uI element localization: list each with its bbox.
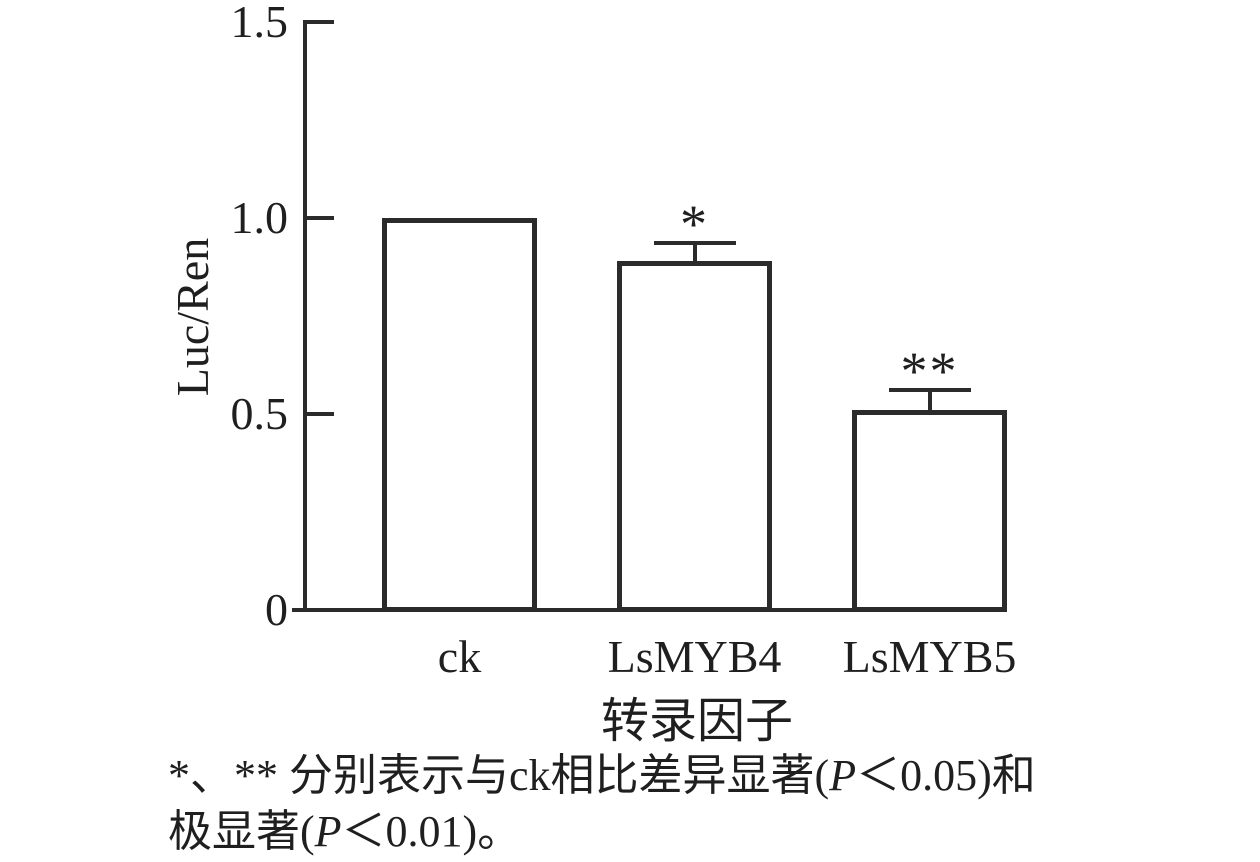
caption-italic-p: P <box>829 751 857 800</box>
y-tick-label: 1.5 <box>230 0 289 47</box>
x-axis-title: 转录因子 <box>600 695 794 748</box>
y-axis-title: Luc/Ren <box>167 237 218 397</box>
caption-text-segment: 极显著( <box>168 807 315 856</box>
caption-line-1: *、** 分别表示与ck相比差异显著(P＜0.05)和 <box>168 748 1036 804</box>
error-bar-stem-LsMYB5 <box>927 390 932 410</box>
bar-ck <box>382 218 537 612</box>
caption-text-segment: ＜0.05)和 <box>856 751 1036 800</box>
y-tick <box>307 412 334 416</box>
caption-italic-p: P <box>314 807 342 856</box>
y-tick-label: 0.5 <box>230 388 289 439</box>
x-tick-label-LsMYB5: LsMYB5 <box>842 631 1017 682</box>
significance-label-LsMYB4: * <box>680 194 709 254</box>
y-tick <box>307 216 334 220</box>
caption-text-segment: ＜0.01)。 <box>341 807 522 856</box>
bar-LsMYB5 <box>852 410 1007 612</box>
caption-text-segment: *、** 分别表示与ck相比差异显著( <box>168 751 830 800</box>
error-bar-stem-LsMYB4 <box>692 243 697 261</box>
x-tick-label-LsMYB4: LsMYB4 <box>607 631 782 682</box>
caption-line-2: 极显著(P＜0.01)。 <box>168 804 1036 860</box>
figure-caption: *、** 分别表示与ck相比差异显著(P＜0.05)和 极显著(P＜0.01)。 <box>168 748 1036 860</box>
bar-LsMYB4 <box>617 261 772 612</box>
y-axis-line <box>303 20 307 612</box>
significance-label-LsMYB5: ** <box>900 341 959 401</box>
x-tick-label-ck: ck <box>437 631 482 682</box>
y-tick-label: 0 <box>265 584 288 635</box>
y-tick <box>307 20 334 24</box>
y-tick-label: 1.0 <box>230 192 289 243</box>
